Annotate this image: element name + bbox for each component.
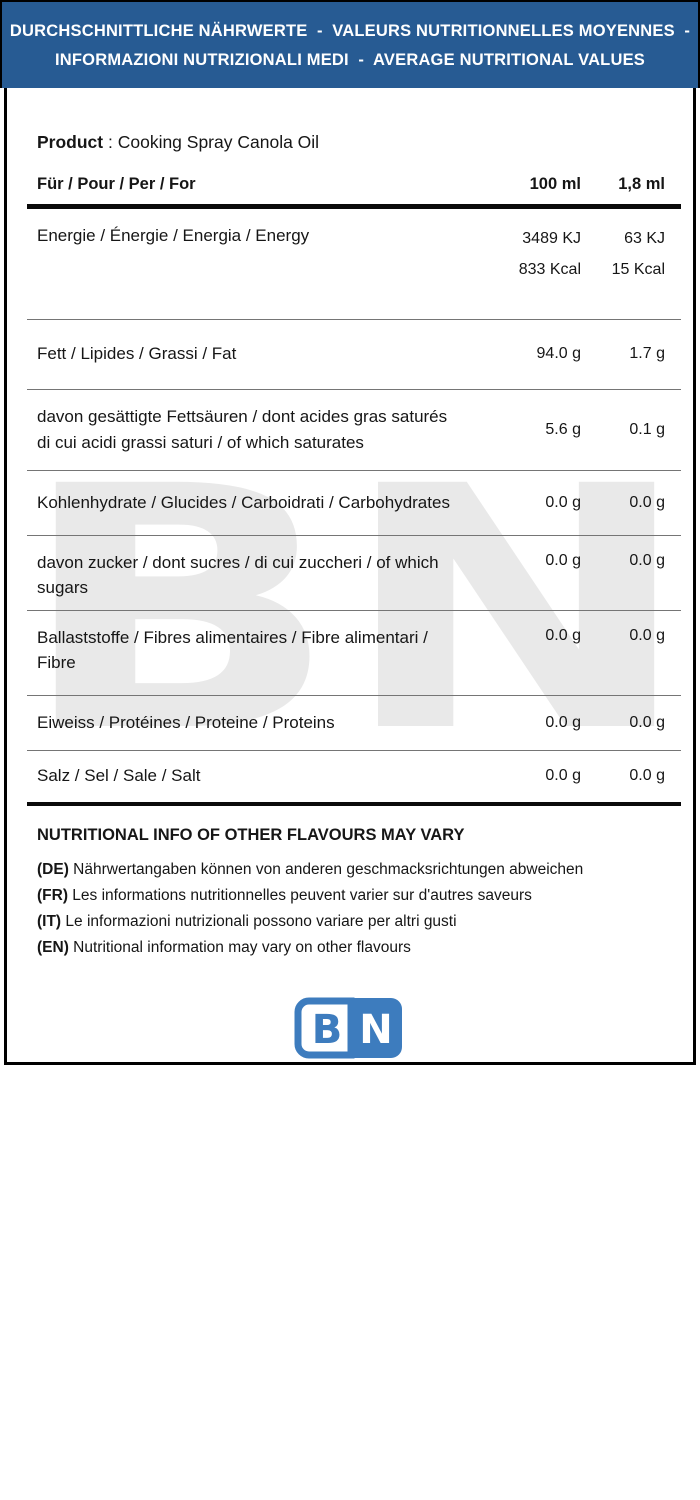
brand-logo-block: B N BODY NUTRITION — [7, 997, 693, 1065]
disclaimer-note-it: (IT) Le informazioni nutrizionali posson… — [37, 913, 457, 931]
nutrition-table: Für / Pour / Per / For 100 ml 1,8 ml Ene… — [27, 153, 681, 806]
row-value-1.8ml: 1.7 g — [629, 345, 665, 363]
table-bottom-rule — [27, 801, 681, 806]
row-label: davon gesättigte Fettsäuren / dont acide… — [37, 407, 448, 452]
table-row-fibre: Ballaststoffe / Fibres alimentaires / Fi… — [27, 609, 681, 695]
logo-wordmark: BODY NUTRITION — [246, 1063, 453, 1065]
bn-logo-icon: B N — [294, 997, 402, 1059]
header-col-1.8ml: 1,8 ml — [618, 175, 665, 193]
row-label: Fett / Lipides / Grassi / Fat — [37, 344, 237, 364]
product-label: Product — [37, 132, 104, 152]
table-top-rule — [27, 204, 681, 209]
product-line: Product : Cooking Spray Canola Oil — [37, 132, 693, 153]
table-row-energy: Energie / Énergie / Energia / Energy 348… — [27, 209, 681, 319]
row-label: Kohlenhydrate / Glucides / Carboidrati /… — [37, 492, 450, 512]
banner-line-1: DURCHSCHNITTLICHE NÄHRWERTE - VALEURS NU… — [9, 22, 691, 40]
row-value-1.8ml: 0.0 g — [629, 767, 665, 785]
row-value-100ml: 3489 KJ 833 Kcal — [518, 229, 581, 278]
disclaimer-section: NUTRITIONAL INFO OF OTHER FLAVOURS MAY V… — [37, 826, 681, 961]
nutrition-card: BN Product : Cooking Spray Canola Oil Fü… — [4, 88, 696, 1065]
row-label: Eiweiss / Protéines / Proteine / Protein… — [37, 712, 335, 732]
row-value-1.8ml: 0.0 g — [629, 493, 665, 511]
row-value-1.8ml: 0.1 g — [629, 420, 665, 438]
multilingual-header-banner: DURCHSCHNITTLICHE NÄHRWERTE - VALEURS NU… — [0, 0, 700, 88]
disclaimer-note-de: (DE) Nährwertangaben können von anderen … — [37, 861, 584, 878]
row-value-100ml: 0.0 g — [545, 767, 581, 785]
watermark-letters: BN — [23, 456, 691, 756]
logo-letter-n: N — [359, 1007, 392, 1053]
table-row-saturates: davon gesättigte Fettsäuren / dont acide… — [27, 388, 681, 470]
disclaimer-note-fr: (FR) Les informations nutritionnelles pe… — [37, 887, 532, 905]
row-label: Energie / Énergie / Energia / Energy — [37, 225, 310, 245]
lang-tag-en: (EN) — [37, 939, 69, 957]
lang-tag-fr: (FR) — [37, 887, 68, 905]
banner-line-2: INFORMAZIONI NUTRIZIONALI MEDI - AVERAGE… — [55, 51, 645, 69]
table-row-fat: Fett / Lipides / Grassi / Fat 94.0 g 1.7… — [27, 318, 681, 389]
table-row-sugars: davon zucker / dont sucres / di cui zucc… — [27, 534, 681, 610]
row-value-1.8ml: 0.0 g — [629, 713, 665, 731]
row-label: Salz / Sel / Sale / Salt — [37, 766, 201, 786]
row-label: davon zucker / dont sucres / di cui zucc… — [37, 552, 439, 598]
row-value-1.8ml: 0.0 g — [629, 551, 665, 569]
row-value-1.8ml: 63 KJ 15 Kcal — [611, 229, 665, 278]
table-row-carbohydrates: Kohlenhydrate / Glucides / Carboidrati /… — [27, 469, 681, 535]
row-label: Ballaststoffe / Fibres alimentaires / Fi… — [37, 627, 428, 673]
table-header-row: Für / Pour / Per / For 100 ml 1,8 ml — [27, 153, 681, 204]
row-value-100ml: 0.0 g — [545, 493, 581, 511]
row-value-100ml: 94.0 g — [536, 345, 581, 363]
disclaimer-heading: NUTRITIONAL INFO OF OTHER FLAVOURS MAY V… — [37, 826, 465, 844]
logo-letter-b: B — [312, 1007, 343, 1053]
table-row-protein: Eiweiss / Protéines / Proteine / Protein… — [27, 694, 681, 750]
header-col-100ml: 100 ml — [529, 175, 581, 193]
header-per-label: Für / Pour / Per / For — [37, 175, 196, 193]
disclaimer-note-en: (EN) Nutritional information may vary on… — [37, 939, 411, 957]
table-row-salt: Salz / Sel / Sale / Salt 0.0 g 0.0 g — [27, 749, 681, 802]
row-value-100ml: 5.6 g — [545, 420, 581, 438]
bn-watermark: BN — [17, 416, 693, 806]
lang-tag-de: (DE) — [37, 861, 69, 878]
row-value-100ml: 0.0 g — [545, 713, 581, 731]
row-value-100ml: 0.0 g — [545, 626, 581, 644]
row-value-100ml: 0.0 g — [545, 551, 581, 569]
product-value: : Cooking Spray Canola Oil — [103, 132, 320, 152]
lang-tag-it: (IT) — [37, 913, 62, 931]
row-value-1.8ml: 0.0 g — [629, 626, 665, 644]
